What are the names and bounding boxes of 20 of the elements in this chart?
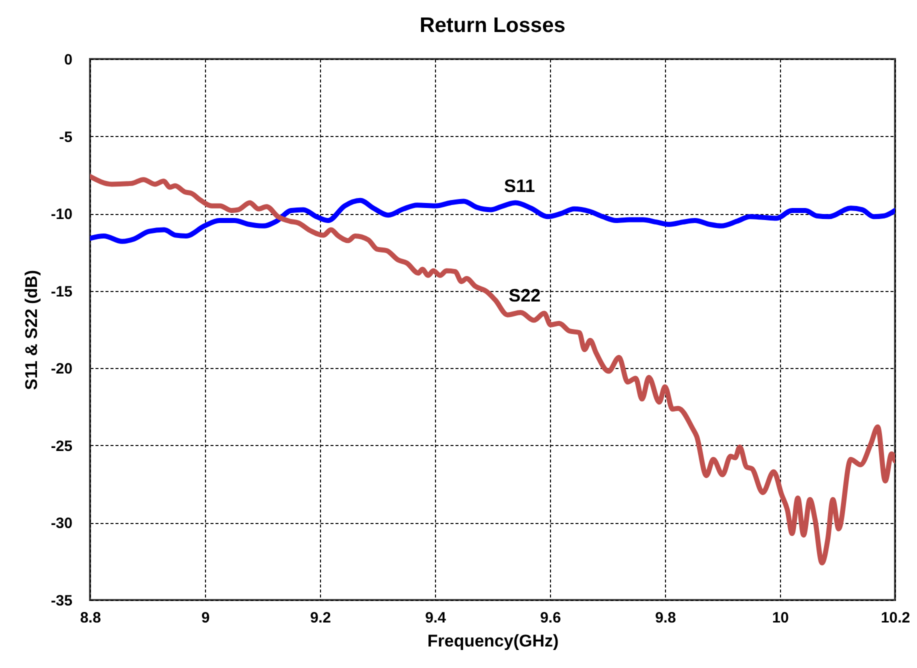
chart-title: Return Losses <box>420 14 566 37</box>
x-axis-title: Frequency(GHz) <box>427 632 559 650</box>
y-axis-title: S11 & S22 (dB) <box>22 270 41 390</box>
x-tick-label: 10.2 <box>880 610 910 626</box>
y-tick-label: -35 <box>50 592 72 610</box>
y-tick-label: -10 <box>50 206 72 224</box>
y-tick-label: -20 <box>50 360 72 378</box>
x-tick-label: 9.6 <box>540 610 561 626</box>
x-tick-label: 9.8 <box>655 610 676 626</box>
x-tick-label: 9 <box>201 610 210 626</box>
x-tick-label: 10 <box>772 610 789 626</box>
y-tick-label: 0 <box>64 52 72 68</box>
y-tick-label: -15 <box>50 283 72 300</box>
x-tick-label: 9.2 <box>310 610 331 626</box>
y-tick-label: -5 <box>59 128 72 146</box>
y-tick-label: -30 <box>50 515 72 532</box>
x-tick-label: 8.8 <box>80 610 101 626</box>
y-tick-label: -25 <box>50 438 72 455</box>
x-tick-label: 9.4 <box>425 610 447 626</box>
series-label: S11 <box>504 176 536 196</box>
